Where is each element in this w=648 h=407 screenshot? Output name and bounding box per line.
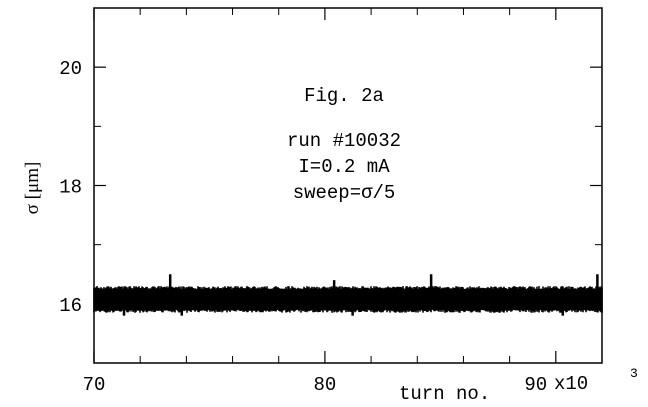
annotation-figure: Fig. 2a	[304, 85, 384, 107]
x-tick-label: 80	[314, 374, 337, 396]
annotation-run: run #10032	[287, 130, 401, 152]
annotation-current: I=0.2 mA	[298, 156, 390, 178]
y-tick-labels: 16 18 20	[59, 58, 82, 317]
axis-ticks	[93, 8, 602, 363]
x-tick-label: 70	[83, 374, 106, 396]
y-axis-label: σ [μm]	[22, 162, 43, 215]
noise-band	[93, 274, 603, 316]
y-tick-label: 20	[59, 58, 82, 80]
x-multiplier-label: x10	[554, 373, 588, 395]
x-axis-label: turn no.	[399, 383, 490, 405]
y-tick-label: 18	[59, 177, 82, 199]
x-tick-labels: 70 80 90	[83, 374, 548, 396]
y-tick-label: 16	[59, 295, 82, 317]
x-multiplier-exponent: 3	[630, 366, 638, 381]
annotation-sweep: sweep=σ/5	[293, 182, 396, 204]
noise-trace	[93, 286, 603, 313]
x-tick-label: 90	[524, 374, 547, 396]
